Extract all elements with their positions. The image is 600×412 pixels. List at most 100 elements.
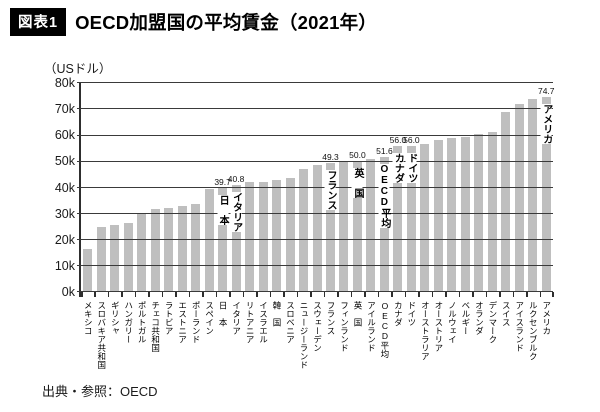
x-axis-label: カナダ [393,301,404,327]
bar [258,181,268,292]
y-axis-line [79,83,81,297]
x-axis-tick [539,292,541,297]
figure-number-badge: 図表1 [10,8,67,36]
bar [218,188,228,292]
bar-country-annotation: アメリカ [540,103,552,144]
x-axis-tick [364,292,366,297]
bar [204,189,214,292]
bar-value-label: 74.7 [537,85,555,96]
bar-country-annotation: イタリア [230,192,242,233]
x-axis-label: 英 国 [352,301,363,327]
y-axis-tick-label: 0k [61,285,75,299]
bar [299,169,308,292]
x-axis-tick [81,292,83,297]
x-axis-tick [337,292,339,297]
bar [245,182,255,292]
x-axis-tick [134,292,137,297]
y-axis-tick-label: 10k [54,258,75,273]
x-axis-label: イスラエル [258,301,269,344]
bar-country-annotation: カナダ [392,152,404,183]
gridline [77,265,553,267]
x-axis-tick [94,292,96,297]
x-axis-tick [310,292,312,297]
x-axis-label: ギリシャ [110,301,121,335]
bar-country-annotation: 日 本 [217,195,229,226]
x-axis-tick [229,292,231,297]
bar-value-label: 50.0 [349,150,366,161]
x-axis-label: リトアニア [245,301,256,344]
x-axis-label: フィンランド [339,301,350,352]
bar [447,138,457,292]
x-axis-tick [526,292,528,297]
x-axis-label: イタリア [231,301,242,335]
bar-country-annotation: ドイツ [405,152,417,183]
bar [164,207,174,292]
bar [406,145,416,292]
y-axis-tick-label: 40k [54,180,75,195]
gridline [77,108,553,110]
bar [514,104,524,292]
x-axis-label: スロバキア共和国 [96,301,107,369]
bar-value-label: 40.8 [227,174,245,185]
x-axis-tick [552,292,554,297]
x-axis-label: ハンガリー [123,301,134,344]
bar [285,177,295,292]
y-axis-tick-label: 60k [54,128,75,143]
x-axis-label: チェコ共和国 [150,301,161,352]
x-axis-label: メキシコ [83,301,94,335]
x-axis-label: オランダ [474,301,485,335]
gridline [77,212,553,214]
bar [312,165,322,292]
bar [150,209,160,292]
x-axis-label: エストニア [177,301,188,344]
bar-country-annotation: フランス [324,170,336,211]
y-axis-tick-label: 80k [54,76,75,90]
x-axis-tick [485,292,488,297]
x-axis-tick [323,292,326,297]
x-axis-tick [148,292,150,297]
x-axis-tick [242,292,245,297]
x-axis-tick [431,292,434,297]
bar [110,224,120,292]
bar-value-label: 49.3 [322,152,339,163]
bar [501,111,511,292]
x-axis-tick [256,292,258,297]
bar [460,137,470,292]
x-axis-label: 韓 国 [272,301,283,327]
x-axis-label: オーストリア [433,301,444,352]
bar [541,96,551,292]
x-axis-tick [161,292,164,297]
x-axis-label: 日 本 [218,301,229,327]
x-axis-tick [188,292,191,297]
x-axis-tick [215,292,218,297]
x-axis-label: ドイツ [406,301,417,327]
figure-header: 図表1 OECD加盟国の平均賃金（2021年） [10,8,377,36]
bar [528,98,538,292]
x-axis-label: アイスランド [514,301,525,352]
x-axis-label: ベルギー [460,301,471,335]
x-axis-label: アメリカ [541,301,552,335]
x-axis-tick [445,292,447,297]
bar-value-label: 56.0 [403,134,420,145]
gridline [77,160,553,162]
x-axis-label: ラトビア [164,301,175,335]
x-axis-label: OECD平均 [379,301,390,358]
bar [177,205,187,292]
x-axis-label: フランス [325,301,336,335]
bar [433,139,443,292]
gridline [77,186,553,188]
x-axis-tick [404,292,407,297]
x-axis-label: ノルウェイ [447,301,458,344]
x-axis-tick [350,292,353,297]
x-axis-tick [472,292,474,297]
x-axis-label: オーストラリア [420,301,431,361]
bar [231,185,241,292]
bar-country-annotation: 英 国 [351,168,363,199]
x-axis-tick [283,292,285,297]
x-axis-label: スイス [501,301,512,327]
x-axis-tick [377,292,380,297]
gridline [77,239,553,240]
bar [191,204,201,292]
bar-value-label: 39.7 [214,177,231,188]
